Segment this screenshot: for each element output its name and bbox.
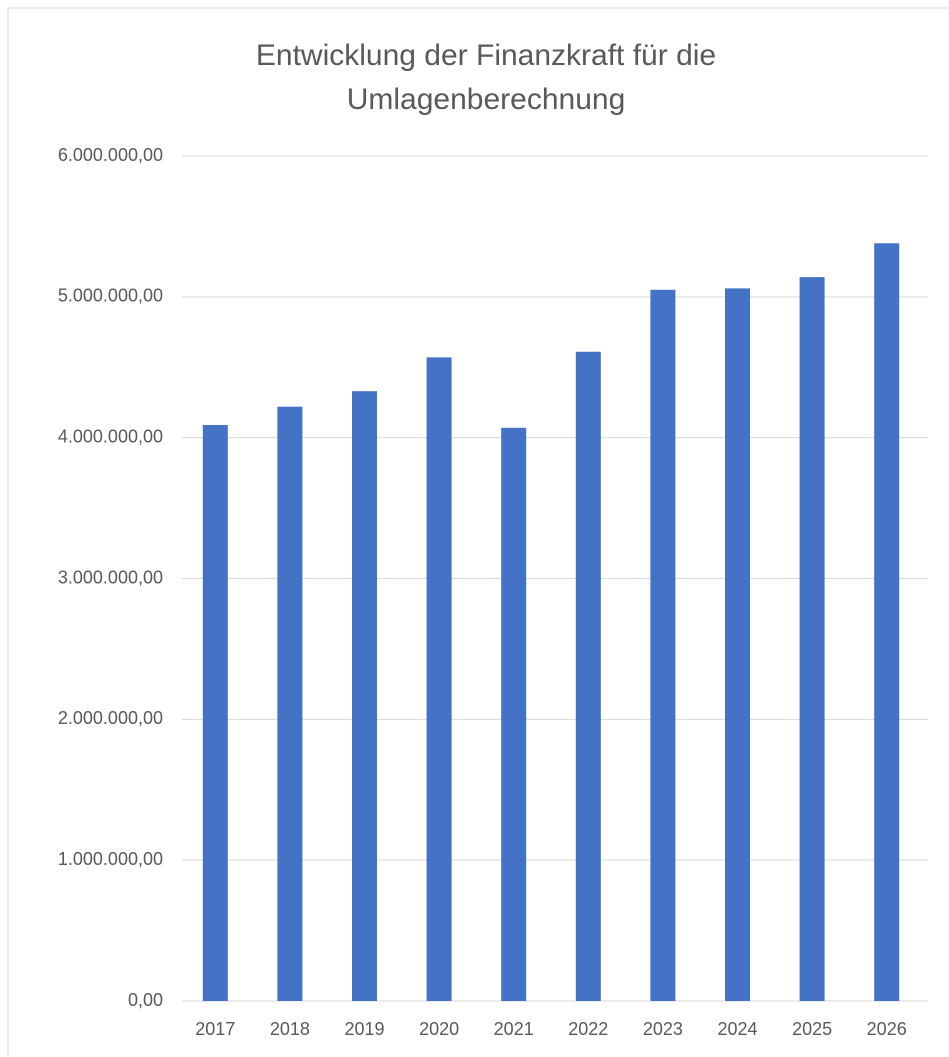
x-tick-label: 2020 — [419, 1019, 459, 1039]
x-tick-label: 2018 — [270, 1019, 310, 1039]
bar — [352, 391, 377, 1002]
y-tick-label: 3.000.000,00 — [58, 567, 163, 587]
x-tick-label: 2024 — [717, 1019, 757, 1039]
x-tick-label: 2026 — [867, 1019, 907, 1039]
x-tick-label: 2025 — [792, 1019, 832, 1039]
y-tick-label: 1.000.000,00 — [58, 849, 163, 869]
x-tick-label: 2022 — [568, 1019, 608, 1039]
chart-title: Entwicklung der Finanzkraft für die Umla… — [255, 39, 717, 116]
chart-border — [7, 7, 949, 1057]
bar — [501, 427, 527, 1001]
y-tick-label: 5.000.000,00 — [58, 286, 163, 306]
x-tick-label: 2021 — [494, 1019, 534, 1039]
bar — [202, 424, 228, 1001]
y-tick-label: 6.000.000,00 — [58, 145, 163, 165]
y-tick-label: 4.000.000,00 — [58, 426, 163, 446]
x-tick-label: 2023 — [643, 1019, 683, 1039]
bar — [426, 357, 452, 1001]
x-tick-label: 2019 — [344, 1019, 384, 1039]
y-tick-label: 0,00 — [128, 990, 163, 1010]
bar — [725, 288, 750, 1002]
bar — [799, 277, 825, 1001]
bar — [575, 351, 601, 1002]
bar — [874, 243, 900, 1002]
x-tick-label: 2017 — [195, 1019, 235, 1039]
bar — [650, 289, 676, 1002]
y-tick-label: 2.000.000,00 — [58, 708, 163, 728]
bar — [277, 406, 303, 1001]
